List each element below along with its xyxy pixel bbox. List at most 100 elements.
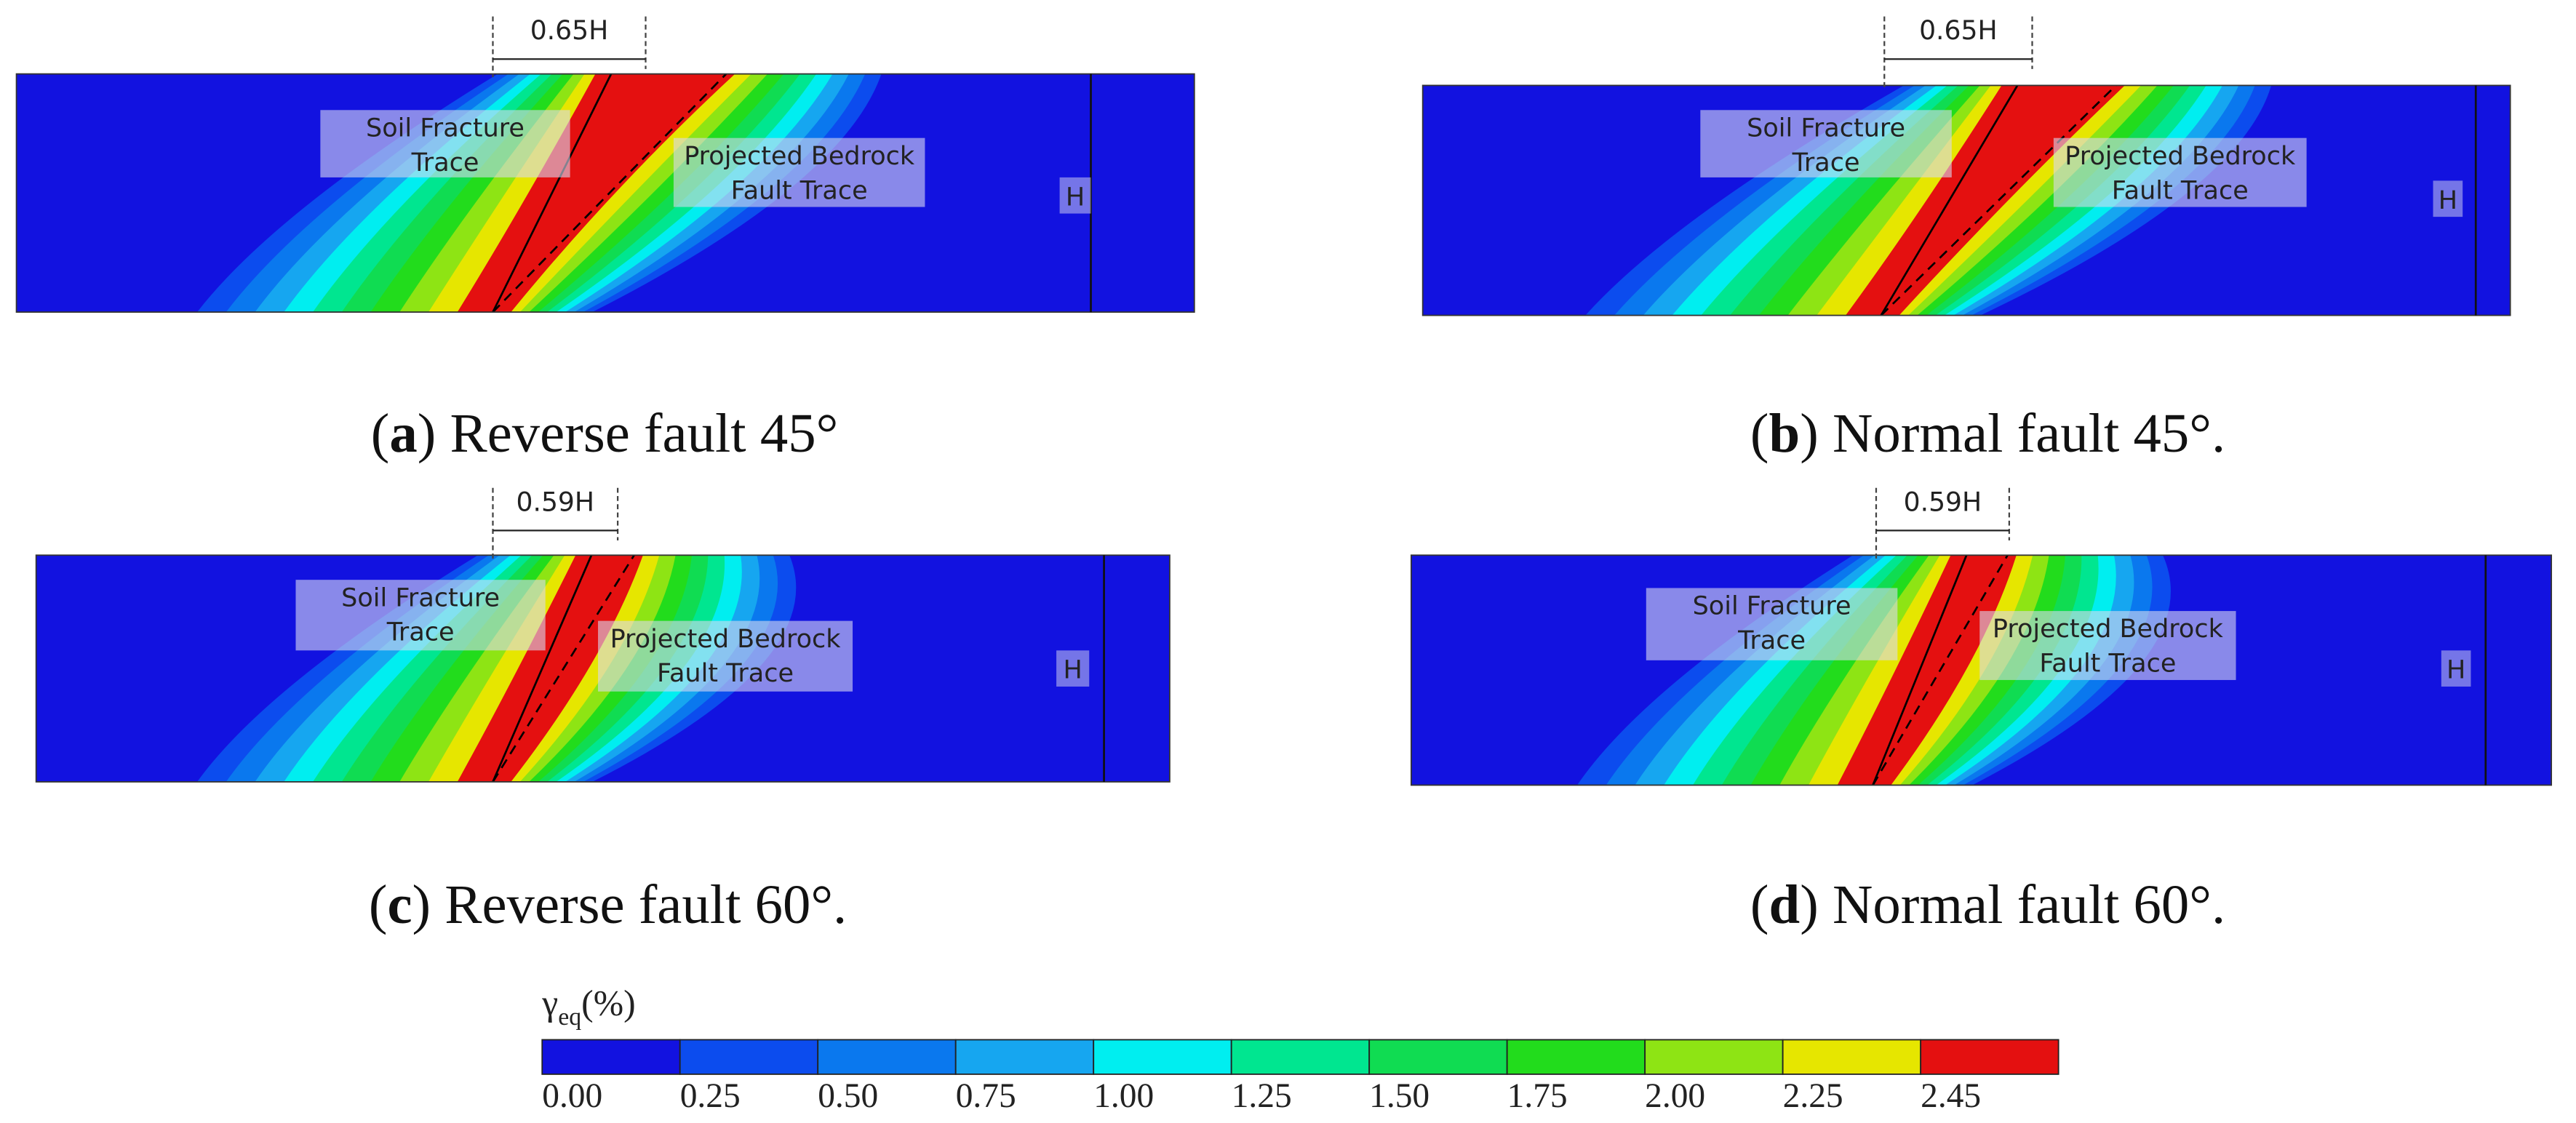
caption-letter: d [1768,874,1800,935]
height-box [2441,650,2471,687]
caption-text: ) Reverse fault 60°. [412,874,848,935]
colorbar-cell [1920,1039,2059,1075]
colorbar-label: 0.75 [956,1077,1016,1115]
colorbar-label: 0.00 [542,1077,602,1115]
height-label: H [1063,656,1082,685]
caption: (a) Reverse fault 45° [371,402,839,464]
colorbar-label: 1.25 [1232,1077,1292,1115]
colorbar-symbol: γ [541,983,558,1023]
colorbar-label: 1.75 [1507,1077,1568,1115]
soil-fracture-label-box [295,580,546,651]
colorbar-label: 0.25 [680,1077,741,1115]
colorbar-cell [1230,1039,1371,1075]
caption-text: ) Normal fault 45°. [1800,402,2225,464]
bedrock-trace-label: Fault Trace [657,659,794,688]
colorbar-label: 1.00 [1093,1077,1154,1115]
colorbar-label: 1.50 [1369,1077,1429,1115]
caption: (c) Reverse fault 60°. [369,874,847,935]
contour-field [16,73,1195,313]
soil-fracture-label-box [1646,588,1898,660]
colorbar-cell [817,1039,957,1075]
soil-fracture-line [492,555,593,782]
colorbar-label: 2.00 [1645,1077,1705,1115]
dimension-label: 0.65H [1919,15,1998,46]
caption-text: ( [371,402,390,464]
bedrock-trace-line [492,73,727,313]
caption-letter: a [389,402,417,464]
contour-band [1837,555,2017,786]
bedrock-trace-label: Projected Bedrock [610,625,842,654]
colorbar-subscript: eq [558,1004,581,1031]
colorbar-cell [1782,1039,1922,1075]
colorbar-cell [1506,1039,1646,1075]
soil-fracture-label: Trace [1792,148,1860,177]
contour-panel: 0.59H Soil Fracture Trace Projected Bedrock… [1410,486,2553,786]
colorbar-label: 0.50 [818,1077,878,1115]
colorbar-cell [541,1039,681,1075]
colorbar-cell [954,1039,1095,1075]
colorbar-cell [679,1039,819,1075]
soil-fracture-label: Trace [411,148,479,177]
height-box [2433,180,2463,217]
bedrock-trace-label-box [598,620,853,692]
caption-text: ) Reverse fault 45° [418,402,839,464]
bedrock-trace-label: Fault Trace [2039,650,2176,679]
height-box [1056,650,1090,687]
soil-fracture-label: Soil Fracture [366,113,525,143]
domain-outline [35,554,1171,783]
bedrock-trace-label: Fault Trace [2112,176,2249,205]
colorbar-cell [1368,1039,1508,1075]
soil-fracture-label-box [320,110,570,177]
soil-fracture-label: Trace [386,618,455,647]
soil-fracture-label: Soil Fracture [341,583,500,612]
caption-letter: b [1768,402,1800,464]
caption: (d) Normal fault 60°. [1750,874,2225,935]
bedrock-trace-line [1880,85,2117,316]
caption-text: ) Normal fault 60°. [1800,874,2225,935]
colorbar-label: 2.25 [1783,1077,1843,1115]
bedrock-trace-line [1872,555,2009,786]
contour-panel: 0.65H Soil Fracture Trace Projected Bedrock… [1421,15,2511,316]
height-label: H [1066,183,1085,212]
domain-outline [1421,84,2511,316]
soil-fracture-label: Trace [1737,626,1806,655]
caption-letter: c [387,874,412,935]
domain-outline [15,73,1195,313]
domain-outline [1410,554,2553,786]
colorbar-cell [1644,1039,1784,1075]
height-label: H [2447,656,2465,685]
dimension-label: 0.59H [516,486,594,517]
colorbar-cell [1093,1039,1232,1075]
contour-field [36,555,1170,782]
bedrock-trace-label-box [2053,137,2307,207]
dimension-label: 0.65H [530,15,609,46]
caption-text: ( [369,874,388,935]
height-box [1059,177,1091,214]
bedrock-trace-label: Fault Trace [731,176,868,205]
dimension-label: 0.59H [1904,486,1982,517]
contour-panel: 0.65H Soil Fracture Trace Projected Bedrock… [15,15,1195,313]
colorbar-unit: (%) [581,983,635,1023]
bedrock-trace-label: Projected Bedrock [2065,142,2296,171]
bedrock-trace-label: Projected Bedrock [684,142,915,171]
soil-fracture-label-box [1700,110,1952,177]
caption: (b) Normal fault 45°. [1750,402,2225,464]
contour-band [457,73,735,313]
soil-fracture-label: Soil Fracture [1693,592,1851,621]
caption-text: ( [1750,402,1769,464]
caption-text: ( [1750,874,1769,935]
contour-band [457,555,643,782]
bedrock-trace-line [492,555,635,782]
bedrock-trace-label-box [673,137,925,207]
soil-fracture-line [1872,555,1968,786]
soil-fracture-line [492,73,613,313]
bedrock-trace-label: Projected Bedrock [1993,615,2224,644]
height-label: H [2439,186,2457,215]
soil-fracture-label: Soil Fracture [1747,113,1905,143]
contour-panel: 0.59H Soil Fracture Trace Projected Bedrock… [35,486,1171,783]
colorbar-label: 2.45 [1921,1077,1981,1115]
contour-field [1422,85,2511,316]
bedrock-trace-label-box [1979,611,2236,680]
